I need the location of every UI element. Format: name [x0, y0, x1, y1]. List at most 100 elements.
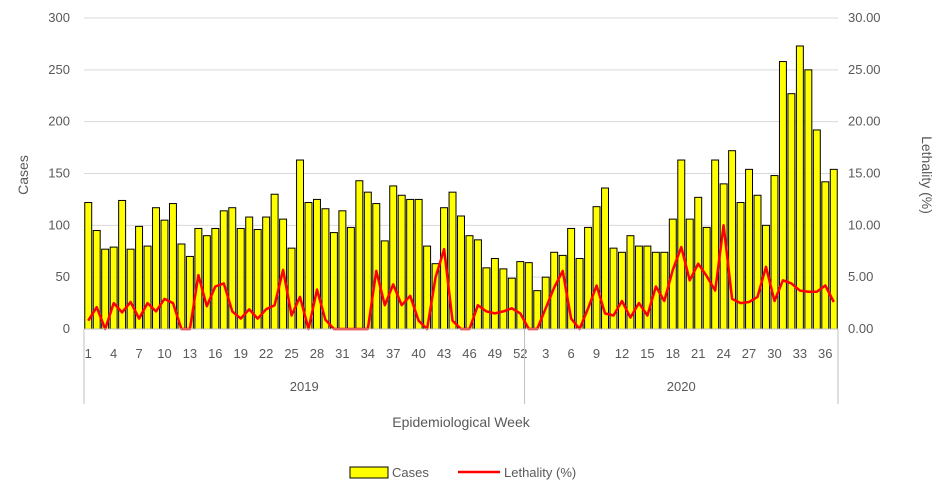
y-tick-label-left: 100 — [48, 217, 70, 232]
bar — [397, 194, 406, 330]
bar — [84, 202, 93, 330]
x-tick-label: 3 — [542, 346, 549, 361]
bar — [524, 262, 533, 330]
bar — [499, 268, 508, 330]
bar — [592, 206, 601, 330]
x-tick-label: 36 — [818, 346, 832, 361]
x-tick-label: 6 — [568, 346, 575, 361]
x-tick-label: 33 — [793, 346, 807, 361]
y-tick-label-left: 50 — [56, 269, 70, 284]
legend-label-lethality: Lethality (%) — [504, 465, 576, 480]
bar — [202, 235, 211, 330]
x-tick-label: 43 — [437, 346, 451, 361]
bar — [634, 245, 643, 330]
bar — [329, 232, 338, 330]
bar — [558, 254, 567, 330]
bar — [609, 247, 618, 330]
y-tick-label-left: 250 — [48, 62, 70, 77]
bar — [575, 258, 584, 330]
bar — [677, 159, 686, 330]
y-tick-label-right: 20.00 — [848, 114, 881, 129]
x-tick-label: 27 — [742, 346, 756, 361]
bar — [414, 198, 423, 330]
y-tick-label-right: 30.00 — [848, 10, 881, 25]
bar — [219, 210, 228, 330]
legend: Cases Lethality (%) — [349, 465, 576, 480]
bar — [490, 258, 499, 330]
x-tick-label: 52 — [513, 346, 527, 361]
bar — [804, 69, 813, 330]
bar — [287, 247, 296, 330]
y-tick-label-left: 200 — [48, 114, 70, 129]
bar — [617, 251, 626, 330]
bar — [270, 193, 279, 330]
y-tick-label-right: 0.00 — [848, 321, 873, 336]
bar — [482, 267, 491, 330]
bar — [770, 175, 779, 330]
x-tick-label: 46 — [462, 346, 476, 361]
x-tick-label: 28 — [310, 346, 324, 361]
y-tick-label-left: 300 — [48, 10, 70, 25]
bar — [745, 168, 754, 330]
x-axis-title: Epidemiological Week — [392, 414, 530, 430]
bar — [109, 246, 118, 330]
bar — [380, 240, 389, 330]
y-tick-label-right: 10.00 — [848, 217, 881, 232]
x-tick-label: 25 — [284, 346, 298, 361]
x-tick-label: 12 — [615, 346, 629, 361]
x-group-label: 2020 — [667, 379, 696, 394]
x-tick-label: 4 — [110, 346, 117, 361]
x-tick-label: 40 — [411, 346, 425, 361]
bar — [465, 235, 474, 330]
x-tick-label: 24 — [716, 346, 730, 361]
y-tick-label-right: 15.00 — [848, 166, 881, 181]
bar — [338, 210, 347, 330]
x-tick-label: 15 — [640, 346, 654, 361]
bar — [236, 227, 245, 330]
bar — [389, 185, 398, 330]
y-axis-title-left: Cases — [15, 155, 31, 195]
x-tick-label: 16 — [208, 346, 222, 361]
legend-label-cases: Cases — [392, 465, 429, 480]
legend-swatch-cases — [349, 466, 389, 479]
bar — [101, 248, 110, 330]
bar — [829, 168, 838, 330]
bar — [211, 227, 220, 330]
bar — [736, 202, 745, 330]
x-tick-label: 22 — [259, 346, 273, 361]
x-tick-label: 31 — [335, 346, 349, 361]
y-tick-label-right: 25.00 — [848, 62, 881, 77]
y-tick-label-left: 0 — [63, 321, 70, 336]
y-axis-title-right: Lethality (%) — [919, 136, 935, 214]
bar — [177, 243, 186, 330]
x-axis: 1 4 7 10 13 16 19 22 25 28 31 34 37 40 43 46 49 52 3 6 9 12 15… — [83, 328, 839, 404]
x-tick-label: 49 — [488, 346, 502, 361]
y-tick-label-left: 150 — [48, 166, 70, 181]
x-tick-label: 7 — [135, 346, 142, 361]
bar — [126, 248, 135, 330]
x-tick-label: 30 — [767, 346, 781, 361]
y-axis-left-ticks: 0 50 100 150 200 250 300 — [48, 10, 70, 336]
x-tick-label: 9 — [593, 346, 600, 361]
x-tick-label: 21 — [691, 346, 705, 361]
bar — [160, 219, 169, 330]
y-tick-label-right: 5.00 — [848, 269, 873, 284]
x-tick-label: 37 — [386, 346, 400, 361]
bar — [728, 150, 737, 330]
bar — [821, 181, 830, 330]
bar — [795, 45, 804, 330]
x-tick-label: 18 — [666, 346, 680, 361]
bar — [457, 215, 465, 330]
x-tick-label: 1 — [85, 346, 92, 361]
x-group-label: 2019 — [290, 379, 319, 394]
bar — [355, 180, 364, 330]
y-axis-right-ticks: 0.00 5.00 10.00 15.00 20.00 25.00 30.00 — [848, 10, 881, 336]
bar — [143, 245, 152, 330]
bar — [346, 226, 355, 330]
bar — [787, 93, 796, 330]
bar — [507, 277, 516, 330]
bar — [313, 198, 321, 330]
x-tick-label: 34 — [361, 346, 375, 361]
bar-series-cases — [84, 45, 838, 330]
